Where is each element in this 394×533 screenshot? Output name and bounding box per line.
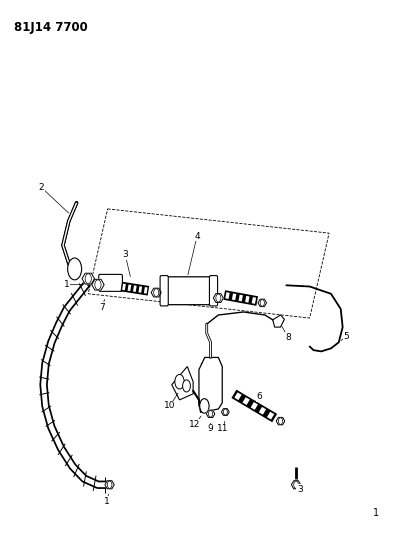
Circle shape xyxy=(68,258,82,280)
Polygon shape xyxy=(92,279,104,290)
Polygon shape xyxy=(172,367,193,400)
Polygon shape xyxy=(213,294,223,302)
FancyBboxPatch shape xyxy=(160,276,168,306)
Text: 2: 2 xyxy=(39,183,45,192)
Circle shape xyxy=(279,418,282,424)
Text: 5: 5 xyxy=(344,332,349,341)
Polygon shape xyxy=(82,273,95,284)
FancyBboxPatch shape xyxy=(99,274,123,292)
Text: 1: 1 xyxy=(64,280,70,289)
Text: 1: 1 xyxy=(104,497,110,506)
Circle shape xyxy=(200,399,209,413)
Circle shape xyxy=(107,481,112,488)
Text: 3: 3 xyxy=(122,250,128,259)
Text: 3: 3 xyxy=(297,485,303,494)
Text: 1: 1 xyxy=(374,508,379,518)
Circle shape xyxy=(85,274,91,284)
Polygon shape xyxy=(292,481,301,489)
Text: 4: 4 xyxy=(194,232,200,241)
Polygon shape xyxy=(151,288,161,297)
FancyBboxPatch shape xyxy=(162,277,212,305)
Polygon shape xyxy=(258,299,266,306)
Circle shape xyxy=(208,410,213,417)
Text: 8: 8 xyxy=(285,333,291,342)
Circle shape xyxy=(294,481,298,488)
Polygon shape xyxy=(199,358,222,412)
Circle shape xyxy=(183,380,190,392)
Circle shape xyxy=(223,409,227,415)
Text: 9: 9 xyxy=(208,424,214,433)
Polygon shape xyxy=(206,410,215,417)
Circle shape xyxy=(216,294,221,302)
Text: 6: 6 xyxy=(256,392,262,401)
Polygon shape xyxy=(276,417,285,425)
Text: 7: 7 xyxy=(99,303,105,312)
Polygon shape xyxy=(273,315,284,327)
Polygon shape xyxy=(221,409,229,415)
FancyBboxPatch shape xyxy=(210,276,217,306)
Text: 11: 11 xyxy=(217,424,229,433)
Text: 81J14 7700: 81J14 7700 xyxy=(15,21,88,34)
Circle shape xyxy=(175,374,184,389)
Circle shape xyxy=(154,289,159,296)
Circle shape xyxy=(95,280,101,289)
Circle shape xyxy=(260,300,264,306)
Text: 12: 12 xyxy=(190,419,201,429)
Text: 10: 10 xyxy=(164,401,176,410)
Polygon shape xyxy=(105,481,114,489)
